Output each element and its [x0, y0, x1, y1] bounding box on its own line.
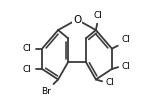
Text: Br: Br — [41, 87, 51, 96]
Text: Cl: Cl — [122, 61, 131, 70]
Text: Cl: Cl — [106, 78, 115, 87]
Text: Cl: Cl — [93, 11, 102, 20]
Text: Cl: Cl — [23, 65, 32, 73]
Text: O: O — [73, 15, 81, 25]
Text: Cl: Cl — [23, 44, 32, 53]
Text: Cl: Cl — [121, 35, 130, 44]
